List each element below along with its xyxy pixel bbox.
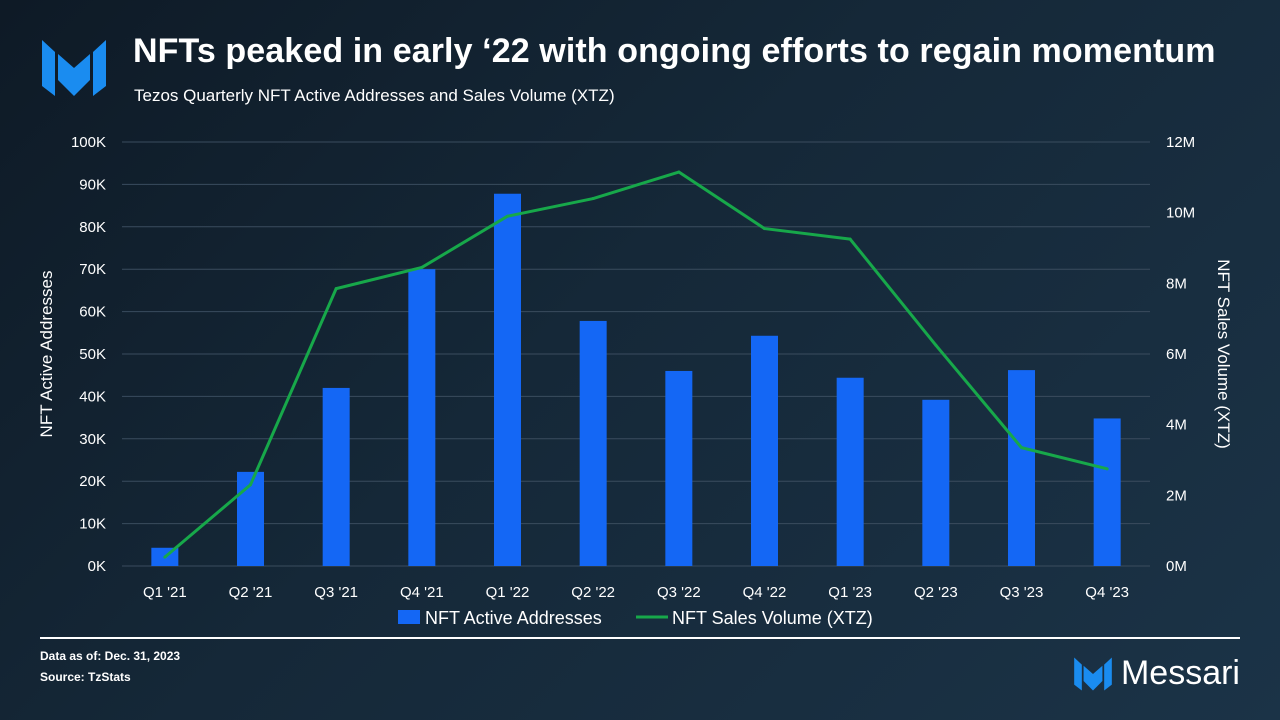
right-axis-tick-label: 6M [1166,346,1187,363]
page-title: NFTs peaked in early ‘22 with ongoing ef… [133,32,1216,70]
legend-label-line: NFT Sales Volume (XTZ) [672,608,873,628]
brand-name: Messari [1120,654,1240,692]
left-axis-title: NFT Active Addresses [37,271,56,438]
line-point-sales-volume [249,483,252,487]
bar-active-addresses [237,471,264,566]
line-point-sales-volume [1020,446,1023,450]
legend-swatch-bar [398,610,420,624]
x-axis-tick-label: Q4 '22 [743,584,787,601]
bar-active-addresses [408,269,436,566]
legend-label-bar: NFT Active Addresses [425,608,602,628]
right-axis-title: NFT Sales Volume (XTZ) [1214,259,1233,449]
chart-subtitle: Tezos Quarterly NFT Active Addresses and… [134,86,615,105]
bar-active-addresses [836,377,864,566]
x-axis-tick-label: Q2 '22 [571,584,615,601]
x-axis-tick-label: Q2 '23 [914,584,958,601]
left-axis-tick-label: 90K [79,176,106,193]
line-sales-volume [163,170,1108,559]
brand-logo: Messari [1073,654,1240,693]
line-point-sales-volume [1105,467,1109,471]
left-axis-tick-label: 70K [79,261,106,278]
bar-active-addresses [665,370,693,566]
source-note: Source: TzStats [40,670,131,684]
left-axis-tick-label: 50K [79,346,106,363]
data-as-of-note: Data as of: Dec. 31, 2023 [40,649,181,663]
line-point-sales-volume [677,170,681,174]
x-axis-tick-label: Q3 '23 [1000,584,1044,601]
x-axis-tick-label: Q3 '22 [657,584,701,601]
line-point-sales-volume [334,287,338,291]
bar-active-addresses [751,335,778,566]
x-axis-tick-label: Q4 '23 [1085,584,1129,601]
x-axis-tick-label: Q1 '21 [143,584,187,601]
line-point-sales-volume [420,265,424,269]
combo-chart: 0K 10K 20K 30K 40K 50K 60K 70K 80K 90K 100K 0M 2M 4M 6… [37,134,1233,628]
left-axis-tick-label: 80K [79,219,106,236]
x-axis-tick-label: Q2 '21 [229,584,273,601]
right-axis-tick-label: 2M [1166,487,1187,504]
left-axis-tick-label: 20K [79,473,106,490]
messari-brand-icon [1074,657,1112,690]
right-axis-tick-label: 12M [1166,134,1195,151]
right-axis-tick-label: 8M [1166,275,1187,292]
left-axis-tick-label: 40K [79,388,106,405]
right-axis-tick-label: 10M [1166,205,1195,222]
x-axis-tick-label: Q1 '23 [828,584,872,601]
messari-logo-icon [42,40,106,96]
right-axis-tick-label: 0M [1166,558,1187,575]
line-point-sales-volume [934,343,938,347]
left-axis-tick-label: 30K [79,431,106,448]
bar-active-addresses [322,387,350,566]
line-point-sales-volume [591,197,595,201]
x-axis-tick-label: Q1 '22 [486,584,530,601]
left-axis-tick-label: 60K [79,304,106,321]
bar-active-addresses [494,193,521,566]
footer-divider [40,637,1240,639]
bar-active-addresses [1093,418,1121,566]
bar-active-addresses [579,320,607,566]
left-axis-tick-label: 0K [88,558,106,575]
bar-active-addresses [1008,370,1035,566]
left-axis-tick-label: 100K [71,134,106,151]
line-point-sales-volume [506,214,509,218]
line-point-sales-volume [763,227,766,231]
bar-active-addresses [922,399,950,566]
line-point-sales-volume [163,555,167,559]
x-axis-tick-label: Q4 '21 [400,584,444,601]
right-axis-tick-label: 4M [1166,417,1187,434]
left-axis-tick-label: 10K [79,516,106,533]
x-axis-tick-label: Q3 '21 [314,584,358,601]
line-point-sales-volume [848,237,852,241]
